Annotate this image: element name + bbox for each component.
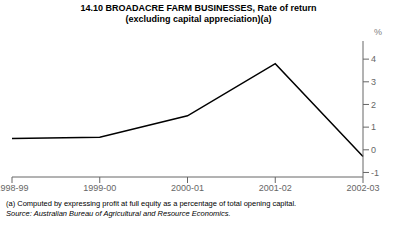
html-text:(excluding capital appreciatio: (excluding capital appreciation)(a) (125, 14, 272, 24)
svg-text:4: 4 (371, 54, 376, 64)
html-text:Source: Australian Bureau of A: Source: Australian Bureau of Agricultura… (6, 209, 231, 218)
svg-text:2: 2 (371, 100, 376, 110)
svg-text:1: 1 (371, 122, 376, 132)
svg-text:0: 0 (371, 145, 376, 155)
svg-text:1999-00: 1999-00 (83, 183, 116, 193)
svg-text:2001-02: 2001-02 (259, 183, 292, 193)
svg-text:-1: -1 (371, 168, 379, 178)
svg-text:1998-99: 1998-99 (8, 183, 29, 193)
svg-text:2000-01: 2000-01 (171, 183, 204, 193)
html-text:14.10 BROADACRE FARM BUSINESSE: 14.10 BROADACRE FARM BUSINESSES, Rate of… (80, 3, 317, 13)
svg-text:2002-03: 2002-03 (346, 183, 379, 193)
html-text:(a) Computed by expressing pro: (a) Computed by expressing profit at ful… (6, 199, 297, 208)
svg-text:%: % (374, 27, 382, 37)
svg-text:3: 3 (371, 77, 376, 87)
